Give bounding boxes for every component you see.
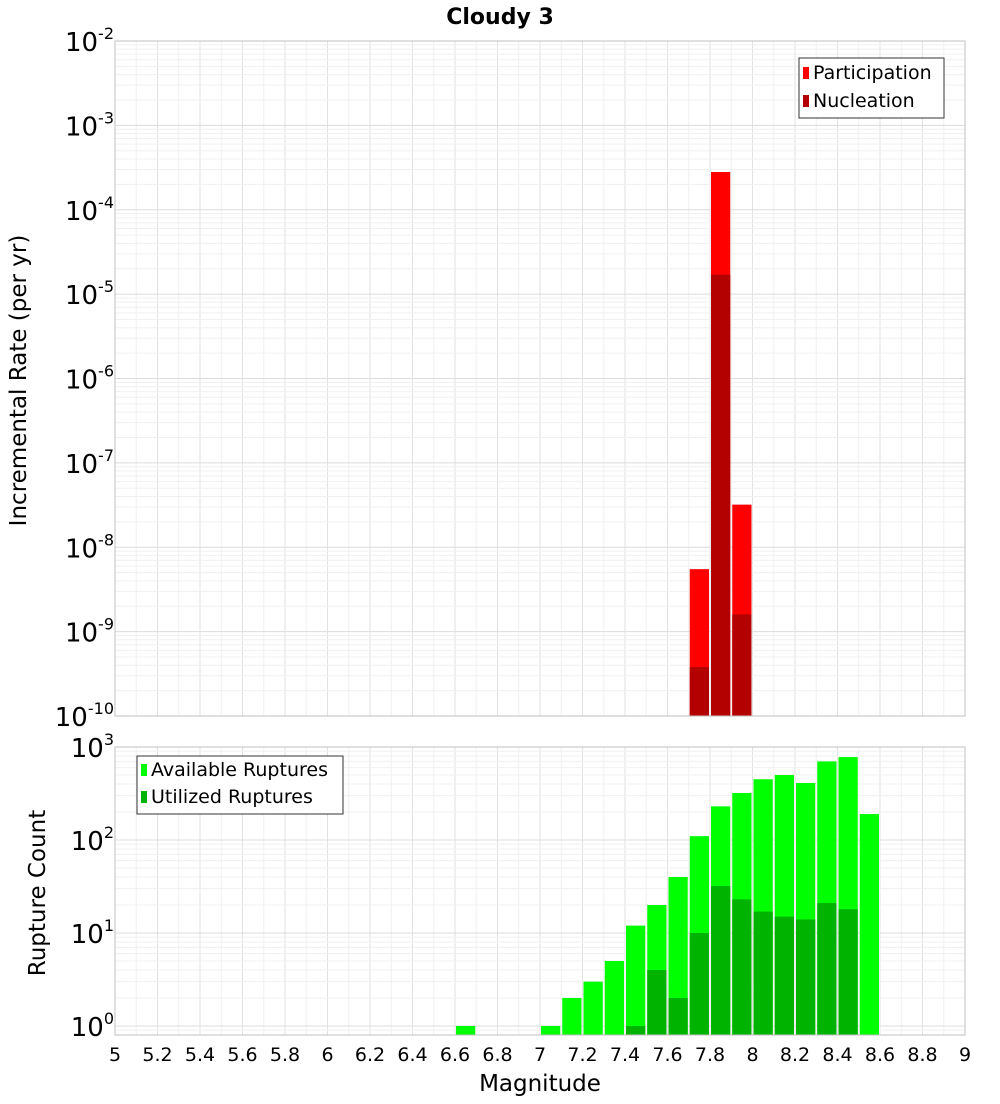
bottom-bar-utilized-ruptures [668, 997, 688, 1035]
bottom-bars [456, 757, 879, 1035]
bottom-bar-available-ruptures [626, 925, 646, 1035]
top-ytick-label: 10-4 [65, 193, 114, 227]
legend-swatch [803, 95, 809, 107]
x-axis-title: Magnitude [479, 1071, 601, 1097]
x-tick-label: 8.6 [865, 1044, 895, 1066]
top-ytick-label: 10-9 [65, 615, 114, 649]
legend-label: Available Ruptures [151, 759, 328, 781]
chart-title: Cloudy 3 [446, 5, 554, 30]
bottom-plot-frame [114, 746, 966, 1036]
top-bar-nucleation [711, 274, 731, 716]
legend-label: Nucleation [813, 90, 915, 112]
bottom-bar-utilized-ruptures [689, 932, 709, 1035]
x-tick-label: 9 [959, 1044, 971, 1066]
legend-top: Participation Nucleation [798, 57, 945, 119]
legend-bottom: Available Ruptures Utilized Ruptures [136, 755, 344, 815]
x-tick-label: 8.4 [822, 1044, 852, 1066]
bottom-ytick-label: 101 [71, 916, 114, 950]
x-tick-label: 6.8 [482, 1044, 512, 1066]
legend-label: Utilized Ruptures [151, 786, 313, 808]
x-tick-label: 7.8 [695, 1044, 725, 1066]
x-tick-label: 5 [109, 1044, 121, 1066]
legend-swatch [803, 67, 809, 79]
x-tick-label: 8.8 [907, 1044, 937, 1066]
bottom-bar-utilized-ruptures [796, 919, 816, 1035]
top-ytick-label: 10-3 [65, 108, 114, 142]
x-tick-label: 7.6 [652, 1044, 682, 1066]
x-tick-label: 5.2 [142, 1044, 172, 1066]
y-axis-title-count: Rupture Count [25, 810, 51, 976]
top-bars [689, 172, 752, 716]
top-ytick-label: 10-8 [65, 530, 114, 564]
bottom-bar-utilized-ruptures [626, 1025, 646, 1035]
bottom-bar-available-ruptures [456, 1025, 476, 1035]
bottom-bar-available-ruptures [668, 877, 688, 1035]
bottom-bar-available-ruptures [541, 1025, 561, 1035]
y-axis-title-rate: Incremental Rate (per yr) [6, 235, 32, 527]
bottom-ytick-label: 102 [71, 823, 114, 857]
bottom-bar-available-ruptures [583, 981, 603, 1035]
bottom-bar-utilized-ruptures [732, 899, 752, 1035]
legend-swatch [141, 764, 147, 776]
bottom-bar-utilized-ruptures [838, 909, 858, 1035]
bottom-bar-utilized-ruptures [711, 886, 731, 1035]
bottom-bar-utilized-ruptures [817, 903, 837, 1035]
top-bar-nucleation [689, 667, 709, 716]
bottom-bar-available-ruptures [859, 814, 879, 1035]
x-tick-label: 6.4 [397, 1044, 427, 1066]
top-plot-frame [114, 40, 966, 717]
x-tick-label: 8.2 [780, 1044, 810, 1066]
x-tick-label: 7 [534, 1044, 546, 1066]
bottom-bar-utilized-ruptures [774, 916, 794, 1035]
top-bar-nucleation [732, 614, 752, 716]
x-tick-label: 6 [321, 1044, 333, 1066]
legend-label: Participation [813, 62, 932, 84]
x-tick-label: 8 [746, 1044, 758, 1066]
legend-bottom-box [136, 755, 344, 815]
legend-top-box [798, 57, 945, 119]
x-tick-label: 5.4 [185, 1044, 215, 1066]
top-ytick-label: 10-6 [65, 362, 114, 396]
x-tick-label: 6.6 [440, 1044, 470, 1066]
bottom-ytick-label: 103 [71, 730, 114, 764]
bottom-bar-available-ruptures [562, 997, 582, 1035]
x-tick-label: 5.8 [270, 1044, 300, 1066]
bottom-bar-utilized-ruptures [753, 911, 773, 1035]
top-ytick-label: 10-2 [65, 24, 114, 58]
top-ytick-label: 10-7 [65, 446, 114, 480]
x-tick-label: 7.2 [567, 1044, 597, 1066]
bottom-bar-available-ruptures [604, 960, 624, 1035]
x-tick-label: 7.4 [610, 1044, 640, 1066]
top-ytick-label: 10-5 [65, 277, 114, 311]
bottom-bar-utilized-ruptures [647, 969, 667, 1035]
legend-swatch [141, 791, 147, 803]
top-grid [114, 40, 966, 717]
x-tick-label: 5.6 [227, 1044, 257, 1066]
x-tick-label: 6.2 [355, 1044, 385, 1066]
bottom-ytick-label: 100 [71, 1009, 114, 1043]
top-ytick-label: 10-10 [55, 699, 114, 733]
